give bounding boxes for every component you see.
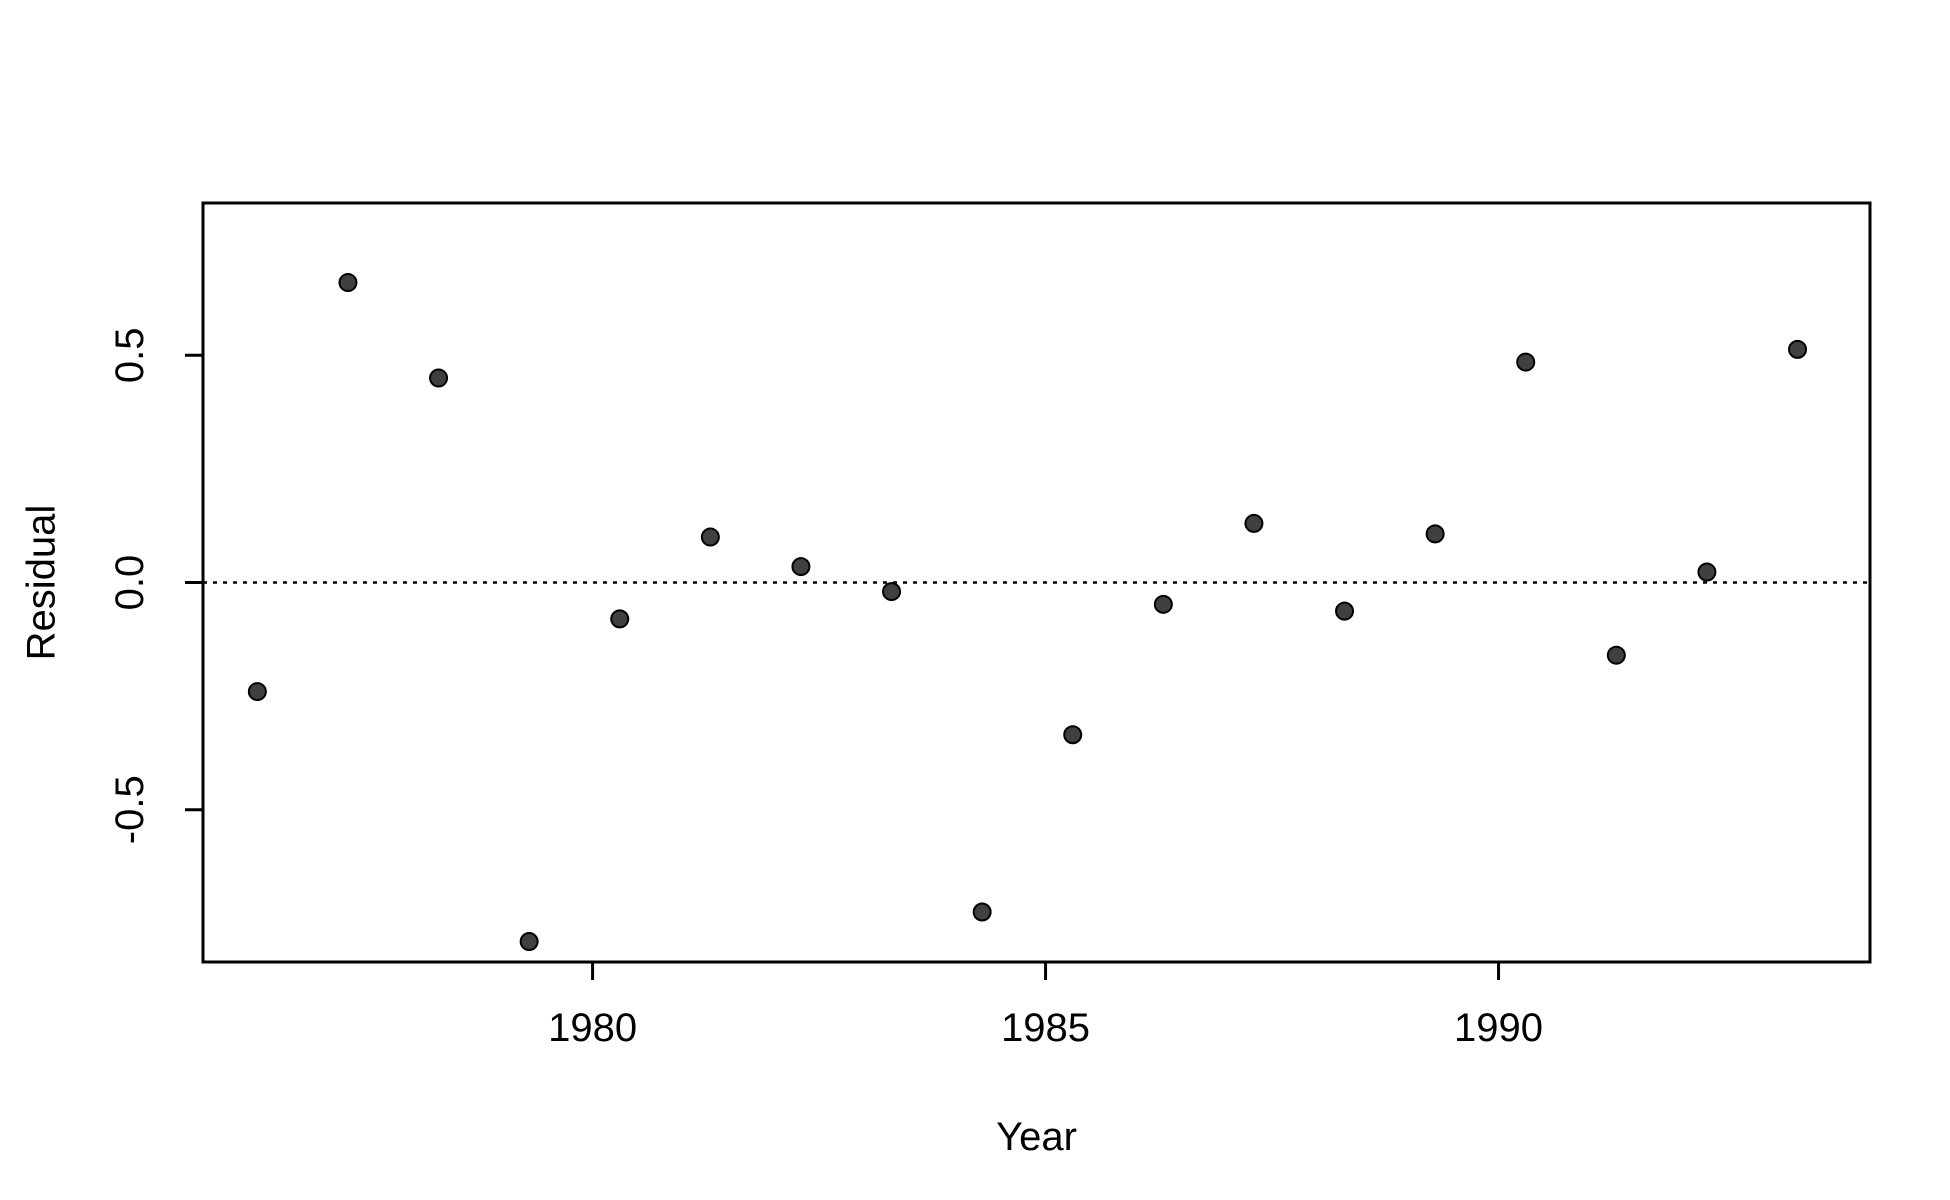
data-point bbox=[1697, 562, 1717, 582]
data-point bbox=[791, 557, 811, 577]
y-tick-label: -0.5 bbox=[108, 775, 152, 844]
data-point bbox=[1606, 645, 1626, 665]
data-point bbox=[1153, 594, 1173, 614]
data-point bbox=[1063, 725, 1083, 745]
data-point bbox=[247, 682, 267, 702]
y-axis: -0.5 0.0 0.5 bbox=[108, 327, 203, 844]
data-point bbox=[519, 932, 539, 952]
data-point bbox=[1788, 339, 1808, 359]
x-axis: 1980 1985 1990 bbox=[548, 962, 1543, 1050]
data-point bbox=[882, 582, 902, 602]
data-point bbox=[1516, 352, 1536, 372]
data-point bbox=[972, 902, 992, 922]
y-tick-label: 0.5 bbox=[108, 327, 152, 383]
data-points bbox=[247, 273, 1808, 952]
y-axis-label: Residual bbox=[20, 505, 64, 661]
x-tick-label: 1985 bbox=[1001, 1006, 1090, 1050]
data-point bbox=[338, 273, 358, 293]
data-point bbox=[700, 527, 720, 547]
x-axis-label: Year bbox=[996, 1115, 1077, 1159]
x-tick-label: 1980 bbox=[548, 1006, 637, 1050]
x-tick-label: 1990 bbox=[1454, 1006, 1543, 1050]
data-point bbox=[1244, 513, 1264, 533]
data-point bbox=[1425, 524, 1445, 544]
data-point bbox=[610, 609, 630, 629]
y-tick-label: 0.0 bbox=[108, 555, 152, 611]
data-point bbox=[1335, 601, 1355, 621]
data-point bbox=[429, 368, 449, 388]
